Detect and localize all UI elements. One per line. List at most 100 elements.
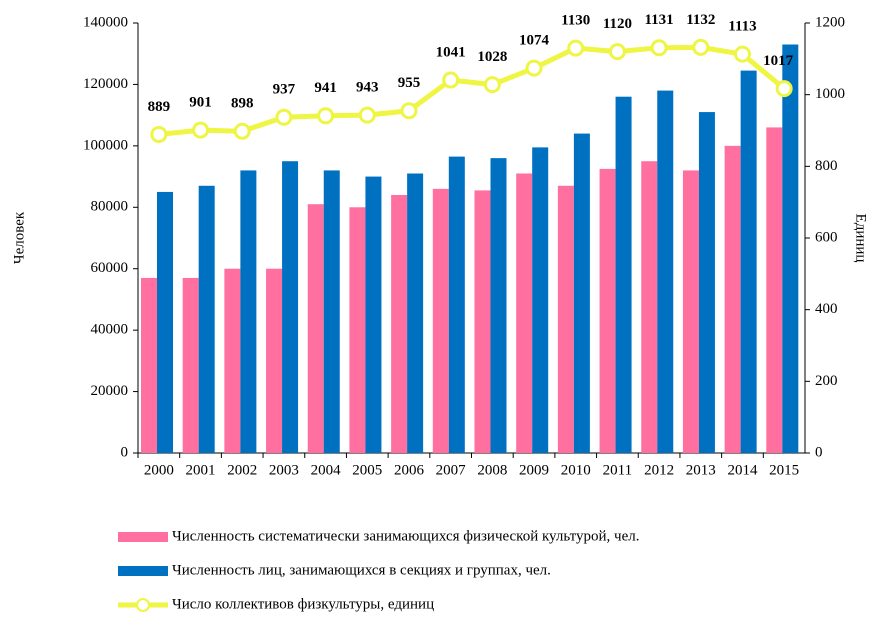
line-marker — [650, 39, 668, 57]
bar — [724, 145, 741, 453]
data-label: 1017 — [763, 53, 794, 69]
legend-label: Численность систематически занимающихся … — [172, 528, 639, 544]
y2-axis-label: Единиц — [853, 214, 869, 263]
bar — [448, 156, 465, 453]
bar — [516, 173, 533, 453]
y-tick-label: 80000 — [91, 199, 129, 215]
bar — [641, 161, 658, 453]
legend-swatch — [118, 532, 168, 542]
bar — [657, 90, 674, 454]
x-tick-label: 2014 — [727, 462, 758, 478]
line-marker — [483, 76, 501, 94]
bar — [557, 185, 574, 454]
x-tick-label: 2012 — [644, 462, 674, 478]
y-tick-label: 60000 — [91, 260, 129, 276]
y-tick-label: 100000 — [83, 137, 128, 153]
x-tick-label: 2004 — [311, 462, 342, 478]
y2-tick-label: 400 — [815, 301, 838, 317]
bar — [224, 268, 241, 453]
line — [158, 44, 786, 137]
bar — [282, 161, 299, 453]
line-marker — [400, 102, 418, 120]
x-tick-label: 2011 — [603, 462, 632, 478]
bar — [407, 173, 424, 453]
bar — [349, 207, 366, 453]
bar — [782, 44, 799, 453]
bar — [198, 185, 215, 454]
data-label: 1131 — [645, 12, 674, 28]
y2-tick-label: 600 — [815, 229, 838, 245]
y-tick-label: 40000 — [91, 322, 129, 338]
bar — [766, 127, 783, 453]
bar — [141, 277, 157, 453]
data-label: 1028 — [477, 49, 507, 65]
bar — [432, 188, 449, 453]
line-marker — [233, 122, 251, 140]
x-tick-label: 2002 — [227, 462, 257, 478]
line-marker — [192, 121, 210, 139]
bar — [532, 147, 549, 453]
x-tick-label: 2015 — [769, 462, 799, 478]
bar — [323, 170, 340, 453]
x-tick-label: 2009 — [519, 462, 549, 478]
line-marker — [442, 71, 460, 89]
y2-tick-label: 800 — [815, 158, 838, 174]
bar — [490, 158, 507, 453]
data-label: 943 — [356, 80, 379, 96]
line-marker — [525, 59, 543, 77]
bar — [365, 176, 382, 454]
y-tick-label: 0 — [121, 444, 129, 460]
x-tick-label: 2001 — [186, 462, 216, 478]
line-marker — [358, 106, 376, 124]
y-tick-label: 140000 — [83, 14, 128, 30]
data-label: 1132 — [686, 12, 715, 28]
data-label: 941 — [314, 80, 337, 96]
legend-label: Численность лиц, занимающихся в секциях … — [172, 562, 551, 578]
y2-tick-label: 200 — [815, 373, 838, 389]
bar — [599, 168, 616, 453]
legend-marker — [136, 598, 150, 612]
data-label: 889 — [148, 99, 171, 115]
line-marker — [275, 108, 293, 126]
y2-tick-label: 0 — [815, 444, 823, 460]
data-label: 1074 — [519, 33, 550, 49]
x-tick-label: 2013 — [686, 462, 716, 478]
line-marker — [317, 107, 335, 125]
y-tick-label: 20000 — [91, 383, 129, 399]
y2-tick-label: 1000 — [815, 86, 845, 102]
x-tick-label: 2000 — [144, 462, 174, 478]
x-tick-label: 2005 — [352, 462, 382, 478]
bar — [240, 170, 257, 453]
data-label: 901 — [189, 95, 212, 111]
legend-label: Число коллективов физкультуры, единиц — [172, 596, 434, 612]
data-label: 1041 — [436, 44, 466, 60]
bar — [157, 191, 173, 453]
data-label: 1120 — [603, 16, 632, 32]
line-marker — [775, 80, 793, 98]
bar — [474, 190, 491, 453]
data-label: 1130 — [561, 13, 590, 29]
line-marker — [567, 39, 585, 57]
y-tick-label: 120000 — [83, 76, 128, 92]
x-tick-label: 2006 — [394, 462, 425, 478]
bar — [698, 112, 715, 454]
x-tick-label: 2003 — [269, 462, 299, 478]
data-label: 937 — [273, 82, 296, 98]
x-tick-label: 2007 — [436, 462, 467, 478]
bar — [682, 170, 699, 453]
data-label: 898 — [231, 96, 254, 112]
bar — [266, 268, 283, 453]
y2-tick-label: 1200 — [815, 14, 845, 30]
bar — [740, 70, 757, 453]
line-marker — [692, 38, 710, 56]
bar — [391, 195, 408, 453]
data-label: 955 — [398, 75, 421, 91]
data-label: 1113 — [728, 19, 756, 35]
line-marker — [150, 125, 168, 143]
bar — [573, 133, 590, 454]
bar — [182, 277, 199, 453]
y-axis-label: Человек — [11, 211, 27, 264]
line-marker — [733, 45, 751, 63]
bar — [307, 204, 324, 453]
